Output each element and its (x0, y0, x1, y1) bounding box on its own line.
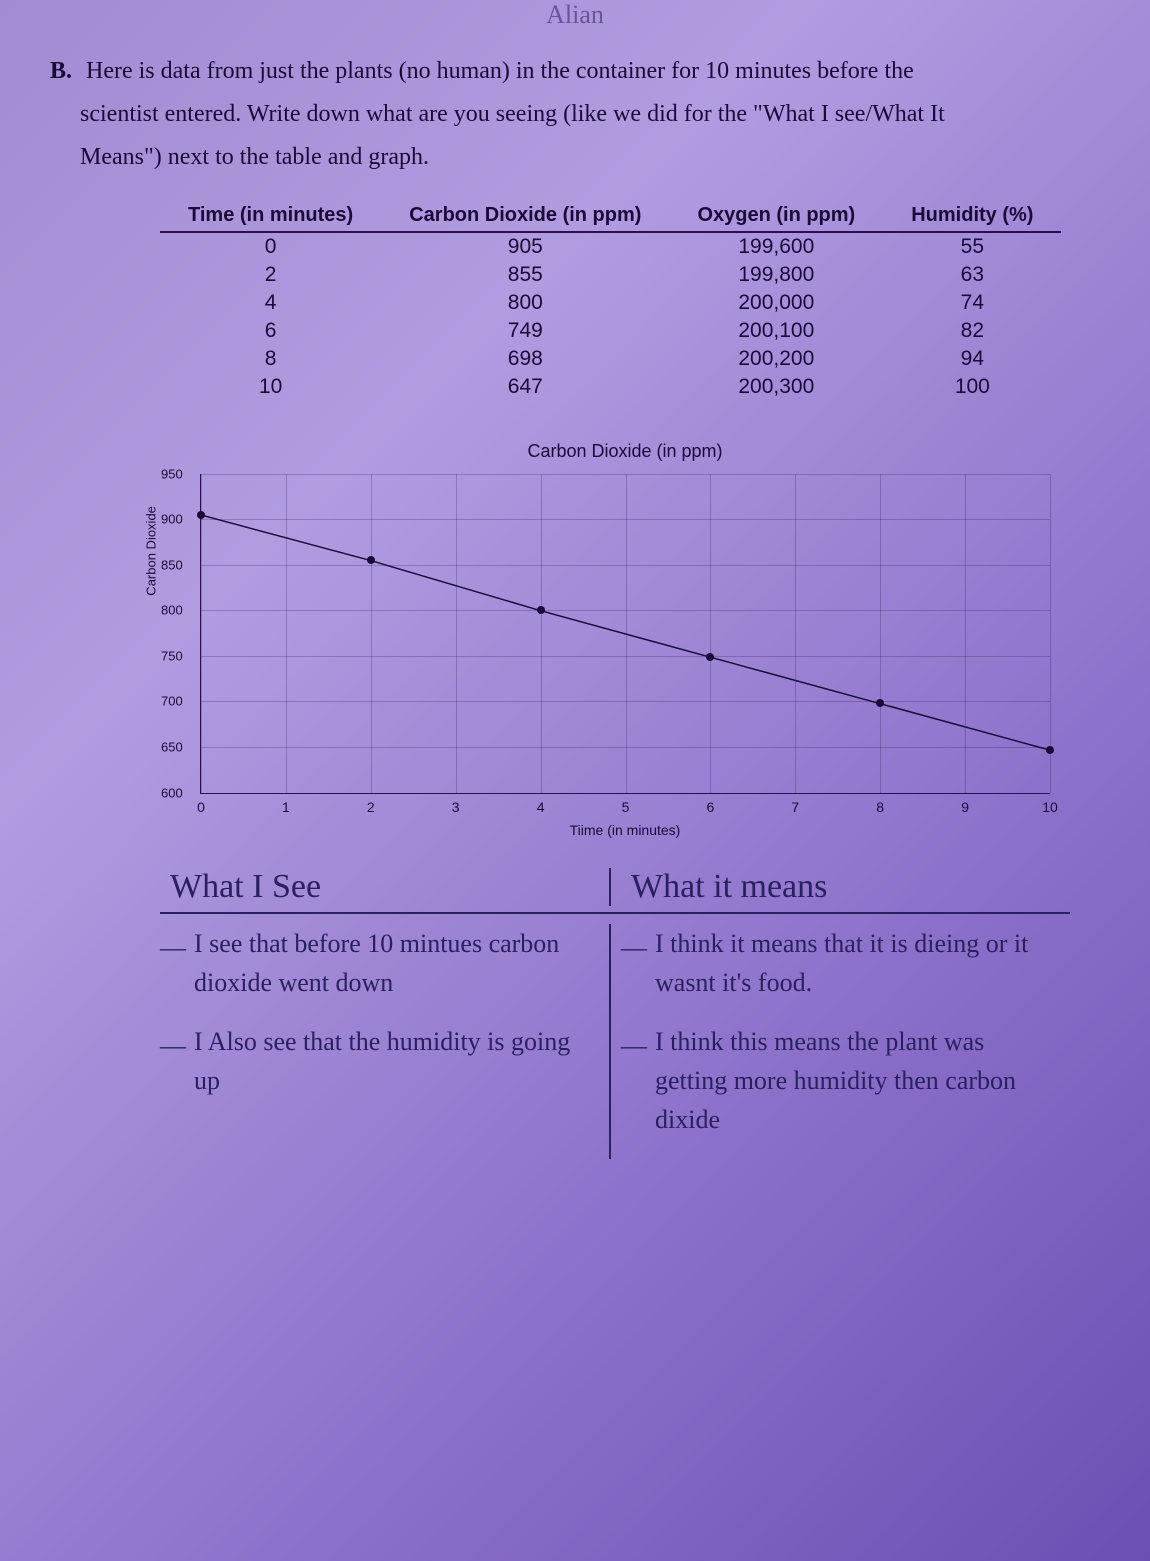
table-row: 6749200,10082 (160, 317, 1061, 345)
gridline (286, 474, 287, 793)
table-cell: 6 (160, 317, 381, 345)
table-cell: 200,200 (669, 345, 883, 373)
gridline (201, 474, 202, 793)
gridline (541, 474, 542, 793)
x-tick-label: 10 (1042, 799, 1058, 815)
chart-y-label: Carbon Dioxide (144, 506, 159, 596)
what-i-see-item: I Also see that the humidity is going up (170, 1022, 599, 1100)
table-cell: 800 (381, 289, 669, 317)
table-header: Carbon Dioxide (in ppm) (381, 200, 669, 232)
table-cell: 0 (160, 232, 381, 261)
x-tick-label: 5 (622, 799, 630, 815)
gridline (456, 474, 457, 793)
table-row: 10647200,300100 (160, 373, 1061, 401)
table-header: Oxygen (in ppm) (669, 200, 883, 232)
data-table: Time (in minutes)Carbon Dioxide (in ppm)… (160, 200, 1061, 401)
table-cell: 100 (883, 373, 1061, 401)
gridline (626, 474, 627, 793)
x-tick-label: 0 (197, 799, 205, 815)
what-i-see-item: I see that before 10 mintues carbon diox… (170, 924, 599, 1002)
y-tick-label: 700 (161, 694, 183, 709)
y-tick-label: 650 (161, 739, 183, 754)
table-cell: 200,300 (669, 373, 883, 401)
x-tick-label: 3 (452, 799, 460, 815)
table-cell: 10 (160, 373, 381, 401)
data-point (367, 556, 375, 564)
question-line1: Here is data from just the plants (no hu… (86, 58, 914, 84)
table-cell: 94 (883, 345, 1061, 373)
y-tick-label: 950 (161, 466, 183, 481)
y-tick-label: 900 (161, 512, 183, 527)
table-cell: 63 (883, 261, 1061, 289)
data-point (537, 606, 545, 614)
y-tick-label: 800 (161, 603, 183, 618)
table-cell: 8 (160, 345, 381, 373)
gridline (371, 474, 372, 793)
y-tick-label: 850 (161, 557, 183, 572)
table-cell: 55 (883, 232, 1061, 261)
table-header: Humidity (%) (883, 200, 1061, 232)
table-cell: 647 (381, 373, 669, 401)
table-cell: 4 (160, 289, 381, 317)
gridline (710, 474, 711, 793)
table-cell: 199,800 (669, 261, 883, 289)
data-point (876, 699, 884, 707)
table-row: 0905199,60055 (160, 232, 1061, 261)
table-header: Time (in minutes) (160, 200, 381, 232)
handwritten-notes: What I See What it means I see that befo… (40, 868, 1110, 1159)
x-tick-label: 1 (282, 799, 290, 815)
student-name: Alian (546, 0, 604, 30)
data-point (706, 653, 714, 661)
table-cell: 82 (883, 317, 1061, 345)
x-tick-label: 7 (791, 799, 799, 815)
y-tick-label: 750 (161, 648, 183, 663)
what-it-means-item: I think this means the plant was getting… (631, 1022, 1060, 1139)
table-cell: 200,100 (669, 317, 883, 345)
chart-title: Carbon Dioxide (in ppm) (200, 441, 1050, 462)
table-row: 8698200,20094 (160, 345, 1061, 373)
table-cell: 199,600 (669, 232, 883, 261)
x-tick-label: 2 (367, 799, 375, 815)
y-tick-label: 600 (161, 785, 183, 800)
gridline (1050, 474, 1051, 793)
chart-x-label: Tiime (in minutes) (200, 822, 1050, 838)
table-row: 2855199,80063 (160, 261, 1061, 289)
table-cell: 749 (381, 317, 669, 345)
data-point (197, 511, 205, 519)
what-it-means-header: What it means (609, 868, 1070, 906)
x-tick-label: 6 (706, 799, 714, 815)
table-cell: 905 (381, 232, 669, 261)
gridline (880, 474, 881, 793)
question-line3: Means") next to the table and graph. (50, 144, 429, 170)
what-it-means-item: I think it means that it is dieing or it… (631, 924, 1060, 1002)
question-block: B. Here is data from just the plants (no… (40, 50, 1110, 180)
question-line2: scientist entered. Write down what are y… (50, 101, 945, 127)
x-tick-label: 4 (537, 799, 545, 815)
gridline (201, 793, 1050, 794)
table-row: 4800200,00074 (160, 289, 1061, 317)
table-cell: 200,000 (669, 289, 883, 317)
table-cell: 74 (883, 289, 1061, 317)
co2-chart: Carbon Dioxide (in ppm) Carbon Dioxide 6… (140, 441, 1050, 838)
what-i-see-header: What I See (160, 868, 609, 906)
x-tick-label: 9 (961, 799, 969, 815)
gridline (965, 474, 966, 793)
gridline (795, 474, 796, 793)
question-label: B. (50, 50, 80, 93)
table-cell: 698 (381, 345, 669, 373)
x-tick-label: 8 (876, 799, 884, 815)
table-cell: 2 (160, 261, 381, 289)
table-cell: 855 (381, 261, 669, 289)
data-point (1046, 746, 1054, 754)
